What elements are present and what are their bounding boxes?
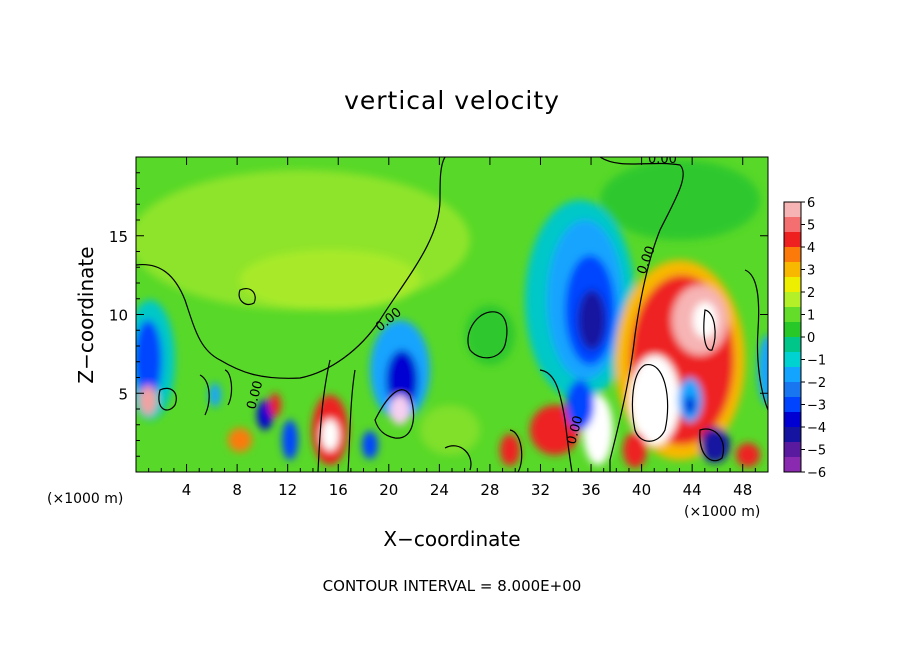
colorbar-swatch — [784, 397, 801, 413]
x-tick-label: 40 — [632, 481, 651, 499]
colorbar-label: 0 — [807, 331, 815, 346]
colorbar-swatch — [784, 457, 801, 473]
colorbar-label: 5 — [807, 219, 815, 234]
chart-title: vertical velocity — [344, 86, 560, 115]
colorbar-label: −4 — [807, 421, 826, 436]
colorbar-swatch — [784, 367, 801, 383]
colorbar-label: 2 — [807, 286, 815, 301]
x-tick-label: 8 — [232, 481, 242, 499]
x-tick-label: 12 — [278, 481, 297, 499]
contour-label: 0.00 — [564, 414, 586, 446]
y-tick-label: 10 — [109, 307, 128, 325]
colorbar-label: −3 — [807, 399, 826, 414]
x-tick-label: 36 — [581, 481, 600, 499]
x-tick-label: 44 — [683, 481, 702, 499]
x-tick-label: 28 — [480, 481, 499, 499]
colorbar-swatch — [784, 382, 801, 398]
colorbar-swatch — [784, 202, 801, 218]
y-axis-ticks: 5 10 15 — [109, 172, 768, 457]
y-axis-label: Z−coordinate — [74, 246, 98, 384]
colorbar-swatch — [784, 352, 801, 368]
x-tick-label: 32 — [531, 481, 550, 499]
x-unit-right: (×1000 m) — [684, 504, 761, 520]
colorbar-swatch — [784, 307, 801, 323]
colorbar-swatch — [784, 292, 801, 308]
colorbar-label: 6 — [807, 196, 815, 211]
x-tick-label: 16 — [329, 481, 348, 499]
colorbar: 6 5 4 3 2 1 0 −1 −2 −3 −4 −5 −6 — [783, 196, 826, 481]
colorbar-swatch — [784, 412, 801, 428]
x-tick-label: 24 — [430, 481, 449, 499]
colorbar-swatch — [784, 232, 801, 248]
x-tick-label: 4 — [182, 481, 192, 499]
colorbar-swatch — [784, 442, 801, 458]
colorbar-label: 3 — [807, 264, 815, 279]
colorbar-swatch — [784, 322, 801, 338]
colorbar-label: −6 — [807, 466, 826, 481]
colorbar-swatch — [784, 337, 801, 353]
colorbar-label: −5 — [807, 444, 826, 459]
y-tick-label: 5 — [118, 385, 128, 403]
colorbar-label: 1 — [807, 309, 815, 324]
zero-contours — [136, 157, 768, 472]
colorbar-swatch — [784, 427, 801, 443]
y-tick-label: 15 — [109, 228, 128, 246]
x-axis-ticks: 4 8 12 16 20 24 28 32 36 40 44 48 — [148, 157, 756, 499]
contour-label: 0.00 — [244, 379, 266, 411]
x-unit-left: (×1000 m) — [47, 491, 124, 507]
colorbar-swatch — [784, 277, 801, 293]
x-tick-label: 48 — [733, 481, 752, 499]
colorbar-swatch — [784, 247, 801, 263]
heatmap-field: 0.00 0.00 0.00 0.00 0.00 — [136, 152, 768, 472]
colorbar-label: 4 — [807, 241, 815, 256]
colorbar-label: −1 — [807, 354, 826, 369]
contour-interval-note: CONTOUR INTERVAL = 8.000E+00 — [322, 577, 582, 595]
contour-label: 0.00 — [648, 152, 677, 167]
x-axis-label: X−coordinate — [383, 527, 521, 551]
colorbar-label: −2 — [807, 376, 826, 391]
colorbar-swatch — [784, 217, 801, 233]
x-tick-label: 20 — [379, 481, 398, 499]
colorbar-swatch — [784, 262, 801, 278]
